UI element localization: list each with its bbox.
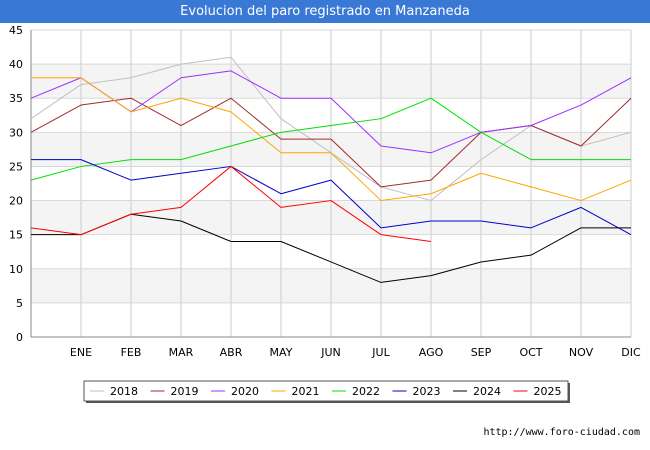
legend-label-2025: 2025 bbox=[534, 385, 562, 398]
chart-title: Evolucion del paro registrado en Manzane… bbox=[0, 0, 650, 23]
x-tick-labels: ENE FEB MAR ABR MAY JUN JUL AGO SEP OCT NOV DIC bbox=[70, 346, 641, 359]
y-tick-label: 0 bbox=[16, 331, 23, 344]
y-tick-label: 45 bbox=[9, 24, 23, 37]
y-tick-label: 40 bbox=[9, 58, 23, 71]
source-url[interactable]: http://www.foro-ciudad.com bbox=[483, 427, 640, 438]
y-tick-label: 5 bbox=[16, 297, 23, 310]
legend-label-2019: 2019 bbox=[171, 385, 199, 398]
legend: 2018 2019 2020 2021 2022 2023 2024 2025 bbox=[83, 380, 570, 403]
x-tick-label: OCT bbox=[519, 346, 542, 359]
legend-label-2020: 2020 bbox=[231, 385, 259, 398]
series-line-2023 bbox=[31, 159, 632, 236]
y-tick-label: 10 bbox=[9, 263, 23, 276]
y-tick-label: 35 bbox=[9, 92, 23, 105]
series-line-2022 bbox=[30, 97, 631, 181]
y-tick-labels: 0 5 10 15 20 25 30 35 40 45 bbox=[9, 24, 23, 344]
x-tick-label: SEP bbox=[471, 346, 492, 359]
y-tick-label: 30 bbox=[9, 126, 23, 139]
x-tick-label: JUN bbox=[320, 346, 341, 359]
legend-label-2022: 2022 bbox=[352, 385, 380, 398]
legend-label-2023: 2023 bbox=[413, 385, 441, 398]
y-tick-label: 15 bbox=[9, 229, 23, 242]
x-tick-label: MAY bbox=[270, 346, 293, 359]
x-tick-label: JUL bbox=[371, 346, 390, 359]
legend-box bbox=[83, 380, 569, 402]
x-tick-label: MAR bbox=[169, 346, 194, 359]
series-line-2025 bbox=[30, 165, 432, 242]
x-tick-label: DIC bbox=[621, 346, 641, 359]
x-tick-label: ABR bbox=[220, 346, 243, 359]
y-tick-label: 25 bbox=[9, 160, 23, 173]
series-lines bbox=[30, 56, 632, 283]
axes bbox=[30, 30, 631, 338]
x-tick-label: FEB bbox=[121, 346, 142, 359]
y-tick-label: 20 bbox=[9, 195, 23, 208]
x-tick-label: AGO bbox=[419, 346, 444, 359]
legend-label-2021: 2021 bbox=[292, 385, 320, 398]
series-line-2021 bbox=[31, 77, 632, 202]
x-tick-label: ENE bbox=[70, 346, 92, 359]
x-tick-label: NOV bbox=[569, 346, 594, 359]
legend-label-2018: 2018 bbox=[110, 385, 138, 398]
legend-label-2024: 2024 bbox=[473, 385, 501, 398]
